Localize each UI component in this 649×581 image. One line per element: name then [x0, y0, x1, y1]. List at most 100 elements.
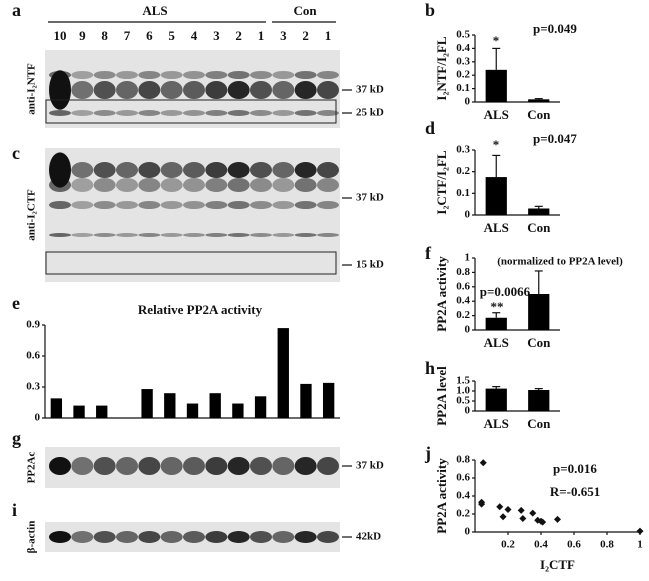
point — [636, 527, 644, 535]
blot-band — [49, 233, 71, 237]
blot-band — [71, 201, 94, 209]
x-tick-label: ALS — [484, 220, 509, 235]
annotation: (normalized to PP2A level) — [497, 256, 623, 268]
lane-label: 5 — [168, 28, 175, 43]
group-label: ALS — [142, 3, 167, 18]
antibody-label: anti-I₂NTF — [26, 63, 38, 115]
bar — [485, 388, 507, 411]
blot-band — [183, 531, 205, 543]
blot-band — [272, 162, 295, 178]
bar — [322, 382, 335, 418]
blot-band — [116, 162, 138, 178]
annotation: p=0.049 — [533, 21, 577, 36]
blot-band — [49, 178, 71, 192]
blot-band — [49, 201, 71, 209]
y-tick-label: 0.2 — [456, 309, 470, 321]
blot-band — [116, 233, 138, 237]
blot-band — [160, 81, 183, 99]
blot-band — [317, 531, 339, 543]
point — [537, 517, 545, 525]
blot-band — [71, 531, 94, 543]
y-tick-label: 0.6 — [456, 280, 470, 292]
blot-band — [205, 178, 228, 192]
blot-band — [93, 531, 116, 543]
blot-band — [272, 233, 295, 237]
blot-band — [160, 71, 183, 79]
y-axis-label: I₂CTF/I₂FL — [434, 150, 449, 214]
blot-band — [183, 110, 205, 116]
lane-label: 1 — [258, 28, 265, 43]
blot-band — [71, 178, 94, 192]
y-tick-label: 1 — [465, 252, 471, 264]
y-tick-label: 0 — [35, 412, 41, 424]
blot-band — [93, 178, 116, 192]
point — [517, 506, 525, 514]
point — [504, 506, 512, 513]
blot-band — [160, 531, 183, 543]
bar — [485, 317, 507, 330]
blot-band — [49, 71, 71, 79]
blot-band — [71, 233, 94, 237]
x-tick-label: ALS — [484, 416, 509, 431]
blot-band — [250, 162, 272, 178]
blot-band — [183, 457, 205, 475]
x-tick-label: Con — [527, 335, 551, 350]
y-tick-label: 0.3 — [26, 381, 40, 393]
marker-label: 15 kD — [356, 259, 384, 271]
blot-band — [294, 178, 317, 192]
y-tick-label: 0.2 — [456, 69, 470, 81]
lane-label: 2 — [302, 28, 309, 43]
blot-band — [205, 201, 228, 209]
panel-letter: j — [424, 443, 431, 463]
lane-label: 8 — [101, 28, 108, 43]
blot-band — [250, 110, 272, 116]
blot-band — [205, 81, 228, 99]
blot-band — [183, 71, 205, 79]
point — [529, 509, 537, 517]
panel-letter: e — [12, 293, 20, 313]
blot-band — [317, 71, 339, 79]
y-axis-label: PP2A level — [434, 366, 449, 426]
blot-band — [138, 162, 161, 178]
blot-band — [71, 71, 94, 79]
blot-band — [183, 201, 205, 209]
lane-label: 2 — [235, 28, 242, 43]
blot-band — [116, 178, 138, 192]
marker-label: 37 kD — [356, 460, 384, 472]
blot-band — [317, 81, 339, 99]
blot-band — [250, 71, 272, 79]
x-tick-label: ALS — [484, 335, 509, 350]
marker-label: 37 kD — [356, 84, 384, 96]
bar — [300, 383, 312, 418]
blot-band — [205, 71, 228, 79]
blot-band — [138, 110, 161, 116]
marker-label: 42kD — [356, 531, 381, 543]
marker-label: 37 kD — [356, 192, 384, 204]
point — [496, 503, 504, 511]
blot-band — [138, 81, 161, 99]
blot-band — [317, 233, 339, 237]
blot-band — [227, 162, 250, 178]
blot-band — [294, 457, 317, 475]
panel-letter: i — [12, 500, 17, 520]
annotation: R=-0.651 — [550, 484, 600, 499]
blot-band — [71, 457, 94, 475]
blot-band — [227, 531, 250, 543]
lane-label: 3 — [280, 28, 287, 43]
point — [479, 459, 487, 467]
blot-band — [93, 71, 116, 79]
blot-band — [317, 201, 339, 209]
y-tick-label: 0.5 — [456, 29, 470, 41]
lane-label: 9 — [79, 28, 86, 43]
annotation: p=0.0066 — [480, 284, 531, 299]
blot-band — [205, 162, 228, 178]
bar — [73, 405, 85, 418]
annotation: ** — [491, 299, 504, 314]
y-tick-label: 0.2 — [456, 165, 470, 177]
blot-band — [71, 110, 94, 116]
blot-band — [93, 81, 116, 99]
blot-band — [272, 178, 295, 192]
blot-band — [205, 531, 228, 543]
blot-band — [116, 71, 138, 79]
blot-band — [93, 110, 116, 116]
